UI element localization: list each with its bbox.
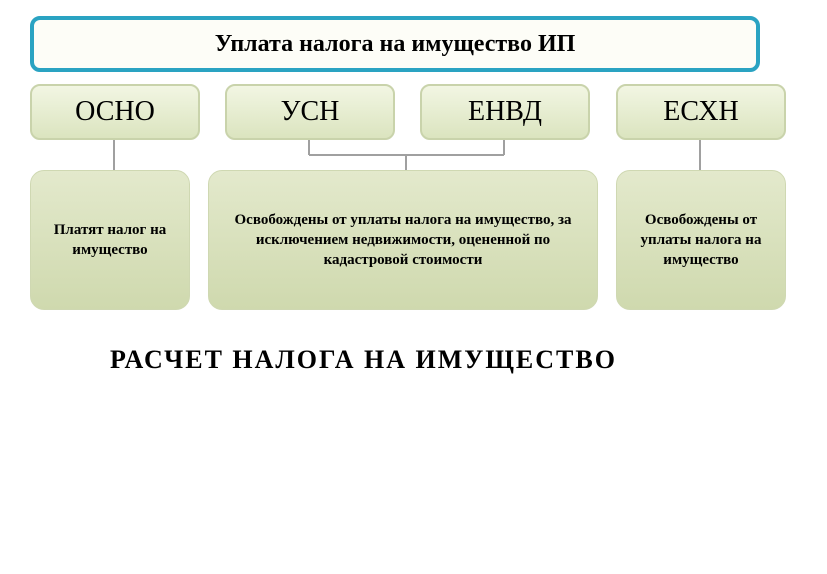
regime-usn: УСН — [225, 84, 395, 140]
regime-osno: ОСНО — [30, 84, 200, 140]
desc-usn-envd: Освобождены от уплаты налога на имуществ… — [208, 170, 598, 310]
header-text: Уплата налога на имущество ИП — [215, 31, 576, 58]
footer-title: РАСЧЕТ НАЛОГА НА ИМУЩЕСТВО — [110, 345, 617, 375]
regime-label: ЕСХН — [663, 96, 739, 128]
desc-text: Платят налог на имущество — [41, 220, 179, 261]
conn-osno-drop — [113, 140, 115, 170]
desc-text: Освобождены от уплаты налога на имуществ… — [219, 210, 587, 271]
desc-osno: Платят налог на имущество — [30, 170, 190, 310]
desc-eskhn: Освобождены от уплаты налога на имуществ… — [616, 170, 786, 310]
conn-eskhn-drop — [699, 140, 701, 170]
desc-text: Освобождены от уплаты налога на имуществ… — [627, 210, 775, 271]
conn-mid-drop — [405, 155, 407, 170]
regime-envd: ЕНВД — [420, 84, 590, 140]
footer-text: РАСЧЕТ НАЛОГА НА ИМУЩЕСТВО — [110, 345, 617, 374]
regime-label: ОСНО — [75, 96, 155, 128]
header-box: Уплата налога на имущество ИП — [30, 16, 760, 72]
regime-label: ЕНВД — [468, 96, 542, 128]
regime-eskhn: ЕСХН — [616, 84, 786, 140]
conn-envd-drop — [503, 140, 505, 155]
conn-usn-drop — [308, 140, 310, 155]
regime-label: УСН — [281, 96, 340, 128]
